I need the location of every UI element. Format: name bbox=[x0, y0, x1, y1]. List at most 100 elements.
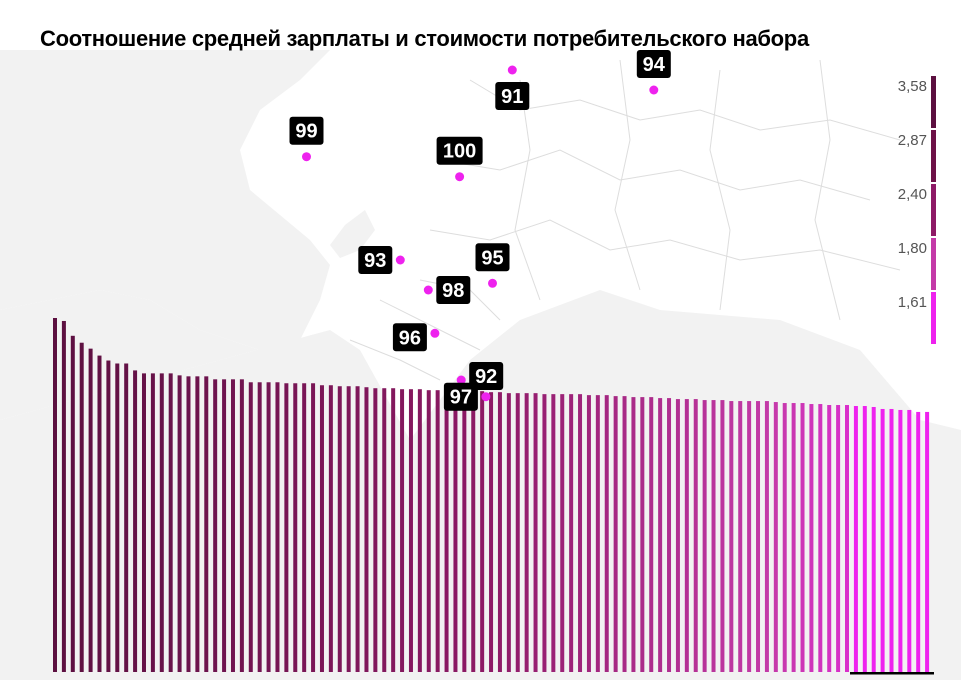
legend-segment-3 bbox=[931, 184, 936, 236]
bar-86 bbox=[809, 404, 814, 672]
marker-label-box bbox=[392, 323, 427, 352]
bar-83 bbox=[782, 403, 787, 672]
bar-47 bbox=[462, 391, 467, 672]
legend-segment-4 bbox=[931, 238, 936, 290]
bar-12 bbox=[150, 373, 155, 672]
marker-label: 96 bbox=[399, 327, 421, 349]
page-title: Соотношение средней зарплаты и стоимости… bbox=[40, 26, 809, 51]
bar-6 bbox=[97, 355, 102, 672]
bar-65 bbox=[622, 396, 627, 672]
bar-81 bbox=[764, 401, 769, 672]
bar-96 bbox=[898, 409, 903, 672]
bar-66 bbox=[631, 397, 636, 672]
bar-50 bbox=[489, 392, 494, 672]
map-gulf bbox=[330, 210, 375, 258]
bar-97 bbox=[907, 409, 912, 672]
bar-36 bbox=[364, 387, 369, 672]
bar-18 bbox=[204, 376, 209, 672]
bar-64 bbox=[613, 396, 618, 672]
bar-46 bbox=[453, 391, 458, 672]
bar-58 bbox=[560, 394, 565, 672]
marker-label: 98 bbox=[442, 280, 464, 302]
marker-98: 98 bbox=[423, 276, 471, 304]
bar-76 bbox=[720, 400, 725, 672]
map-border-2 bbox=[429, 219, 901, 271]
bar-17 bbox=[195, 376, 200, 672]
bar-45 bbox=[444, 390, 449, 672]
bar-32 bbox=[328, 385, 333, 672]
map-border-6 bbox=[814, 59, 841, 321]
bar-31 bbox=[319, 385, 324, 672]
legend-tick-3: 2,40 bbox=[898, 186, 927, 203]
legend-segment-2 bbox=[931, 130, 936, 182]
bar-80 bbox=[756, 401, 761, 672]
marker-100: 100 bbox=[436, 136, 483, 182]
bar-5 bbox=[88, 348, 93, 672]
marker-dot bbox=[649, 85, 659, 95]
marker-dot bbox=[507, 65, 517, 75]
legend-tick-2: 2,87 bbox=[898, 132, 927, 149]
bar-98 bbox=[916, 411, 921, 672]
bar-74 bbox=[702, 400, 707, 672]
bar-60 bbox=[578, 394, 583, 672]
bar-30 bbox=[311, 383, 316, 672]
bar-84 bbox=[791, 403, 796, 672]
bar-41 bbox=[408, 389, 413, 672]
map-border-4 bbox=[614, 59, 641, 291]
bar-21 bbox=[230, 379, 235, 672]
bar-8 bbox=[115, 363, 120, 672]
bar-29 bbox=[302, 383, 307, 672]
bar-11 bbox=[141, 373, 146, 672]
bar-68 bbox=[649, 397, 654, 672]
bar-15 bbox=[177, 375, 182, 672]
marker-label: 92 bbox=[475, 366, 497, 388]
marker-dot bbox=[302, 152, 311, 162]
bar-13 bbox=[159, 373, 164, 672]
marker-96: 96 bbox=[392, 323, 440, 352]
map-border-9 bbox=[349, 339, 441, 381]
marker-label: 100 bbox=[443, 141, 476, 163]
marker-91: 91 bbox=[495, 65, 530, 110]
bar-4 bbox=[79, 342, 84, 672]
marker-label-box bbox=[436, 136, 483, 165]
marker-dot bbox=[456, 375, 466, 385]
legend-tick-4: 1,80 bbox=[898, 240, 927, 257]
bar-79 bbox=[747, 401, 752, 672]
marker-label-box bbox=[443, 382, 478, 411]
legend-segment-1 bbox=[931, 76, 936, 128]
bar-27 bbox=[284, 383, 289, 672]
bar-56 bbox=[542, 394, 547, 672]
bar-9 bbox=[124, 363, 129, 672]
bar-49 bbox=[480, 391, 485, 672]
bar-1 bbox=[53, 318, 57, 672]
bar-24 bbox=[257, 382, 262, 672]
legend-segment-5 bbox=[931, 292, 936, 344]
map-border-0 bbox=[469, 79, 901, 141]
bar-51 bbox=[497, 392, 502, 672]
bar-baseline-segment bbox=[850, 672, 934, 675]
marker-label: 97 bbox=[450, 387, 472, 409]
marker-label: 91 bbox=[501, 86, 523, 108]
map-border-8 bbox=[379, 299, 481, 351]
bar-28 bbox=[293, 383, 298, 672]
bar-71 bbox=[675, 399, 680, 672]
marker-dot bbox=[488, 278, 497, 288]
bar-63 bbox=[604, 395, 609, 672]
marker-dot bbox=[481, 392, 491, 402]
bar-37 bbox=[373, 388, 378, 672]
marker-dot bbox=[455, 172, 465, 182]
bar-54 bbox=[524, 393, 529, 672]
marker-95: 95 bbox=[475, 243, 510, 288]
marker-label: 99 bbox=[295, 121, 317, 143]
legend-tick-5: 1,61 bbox=[898, 294, 927, 311]
bar-85 bbox=[800, 403, 805, 672]
bar-25 bbox=[266, 382, 271, 672]
marker-99: 99 bbox=[289, 116, 324, 162]
legend-tick-1: 3,58 bbox=[898, 78, 927, 95]
bar-39 bbox=[391, 388, 396, 672]
bar-10 bbox=[133, 370, 138, 672]
bar-3 bbox=[70, 335, 75, 672]
